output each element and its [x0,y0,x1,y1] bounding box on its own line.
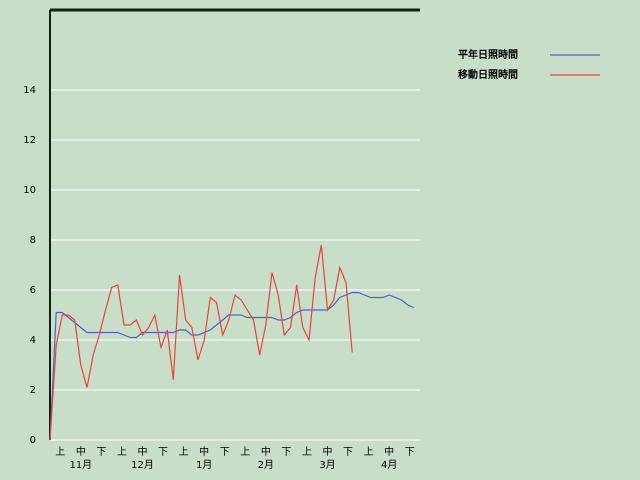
x-tick-label: 上 [240,446,250,458]
x-tick-label: 中 [76,445,86,458]
month-label: 2月 [258,459,274,471]
x-tick-label: 上 [117,446,127,458]
x-tick-label: 下 [96,447,106,458]
month-label: 1月 [196,459,212,471]
y-tick-label: 2 [30,385,36,396]
x-tick-label: 下 [343,447,353,458]
y-tick-label: 10 [23,185,36,196]
x-tick-label: 下 [281,447,291,458]
x-tick-label: 上 [364,446,374,458]
x-tick-label: 中 [138,445,148,458]
month-label: 11月 [69,459,92,471]
month-label: 4月 [381,459,397,471]
x-tick-label: 中 [199,445,209,458]
x-tick-label: 中 [261,445,271,458]
x-tick-label: 中 [384,445,394,458]
y-tick-label: 6 [30,285,36,296]
series-line [49,291,415,441]
y-tick-label: 14 [23,85,36,96]
y-tick-label: 12 [23,135,36,146]
x-tick-label: 上 [55,446,65,458]
x-tick-label: 中 [323,445,333,458]
y-tick-label: 4 [30,335,36,346]
x-tick-label: 下 [405,447,415,458]
month-label: 3月 [319,459,335,471]
legend-label: 移動日照時間 [458,68,518,81]
month-label: 12月 [131,459,154,471]
y-tick-label: 0 [30,435,36,446]
x-tick-label: 上 [179,446,189,458]
series-line [49,244,353,441]
legend-label: 平年日照時間 [458,48,518,61]
x-tick-label: 上 [302,446,312,458]
y-tick-label: 8 [30,235,36,246]
x-tick-label: 下 [220,447,230,458]
x-tick-label: 下 [158,447,168,458]
